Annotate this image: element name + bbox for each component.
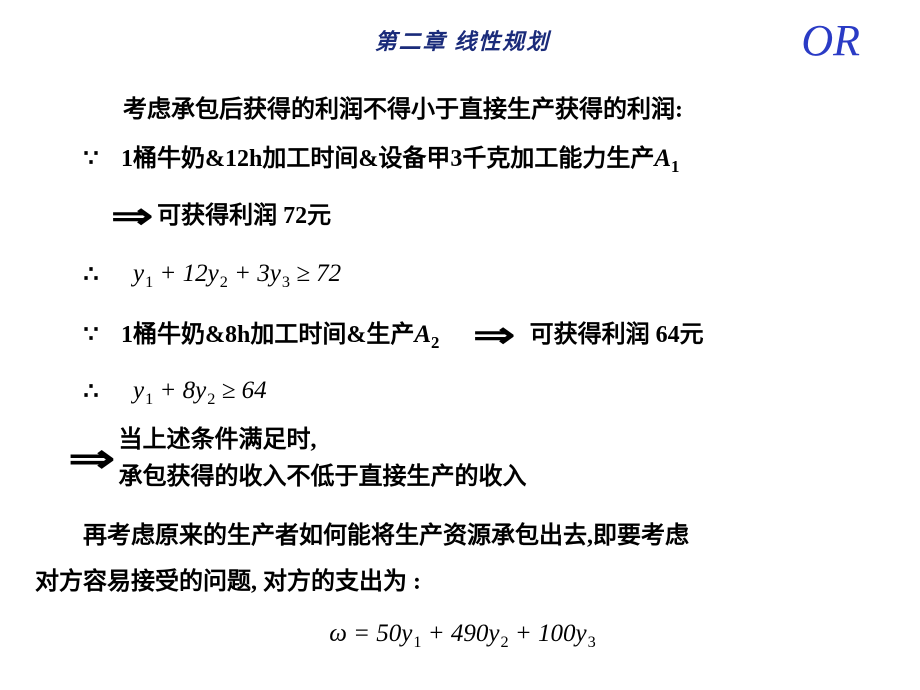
paragraph-2: 再考虑原来的生产者如何能将生产资源承包出去,即要考虑 对方容易接受的问题, 对方… [35,514,890,605]
profit-a2-text: 可获得利润 64元 [530,317,704,353]
because-symbol: ∵ [75,317,107,353]
objective-function: ω = 50y1 + 490y2 + 100y3 [75,615,850,654]
slide-content: 考虑承包后获得的利润不得小于直接生产获得的利润: ∵ 1桶牛奶&12h加工时间&… [75,92,850,655]
profit-a1-text: 可获得利润 72元 [157,198,331,234]
omega-equation: ω = 50y1 + 490y2 + 100y3 [329,620,595,647]
premise-a2: ∵ 1桶牛奶&8h加工时间&生产A2 ⇒ 可获得利润 64元 [75,308,850,362]
profit-a1: ⇒ 可获得利润 72元 [117,189,850,243]
implies-arrow-icon: ⇒ [111,189,153,243]
implies-arrow-icon: ⇒ [473,308,515,362]
implies-arrow-icon: ⇒ [68,429,115,489]
equation-2: y1 + 8y2 ≥ 64 [133,372,267,411]
chapter-title: 第二章 线性规划 [375,24,551,56]
therefore-symbol: ∴ [75,374,107,410]
because-symbol: ∵ [75,141,107,177]
constraint-2: ∴ y1 + 8y2 ≥ 64 [75,372,850,411]
or-logo: OR [801,15,860,66]
conclusion-text: 当上述条件满足时, 承包获得的收入不低于直接生产的收入 [119,422,527,496]
intro-paragraph: 考虑承包后获得的利润不得小于直接生产获得的利润: [75,92,850,128]
premise-a2-text: 1桶牛奶&8h加工时间&生产A2 [121,316,439,355]
equation-1: y1 + 12y2 + 3y3 ≥ 72 [133,255,341,294]
therefore-symbol: ∴ [75,257,107,293]
conclusion-block: ⇒ 当上述条件满足时, 承包获得的收入不低于直接生产的收入 [75,422,850,496]
premise-a1-text: 1桶牛奶&12h加工时间&设备甲3千克加工能力生产A1 [121,140,679,179]
slide-header: 第二章 线性规划 OR [75,20,850,60]
premise-a1: ∵ 1桶牛奶&12h加工时间&设备甲3千克加工能力生产A1 [75,140,850,179]
constraint-1: ∴ y1 + 12y2 + 3y3 ≥ 72 [75,255,850,294]
